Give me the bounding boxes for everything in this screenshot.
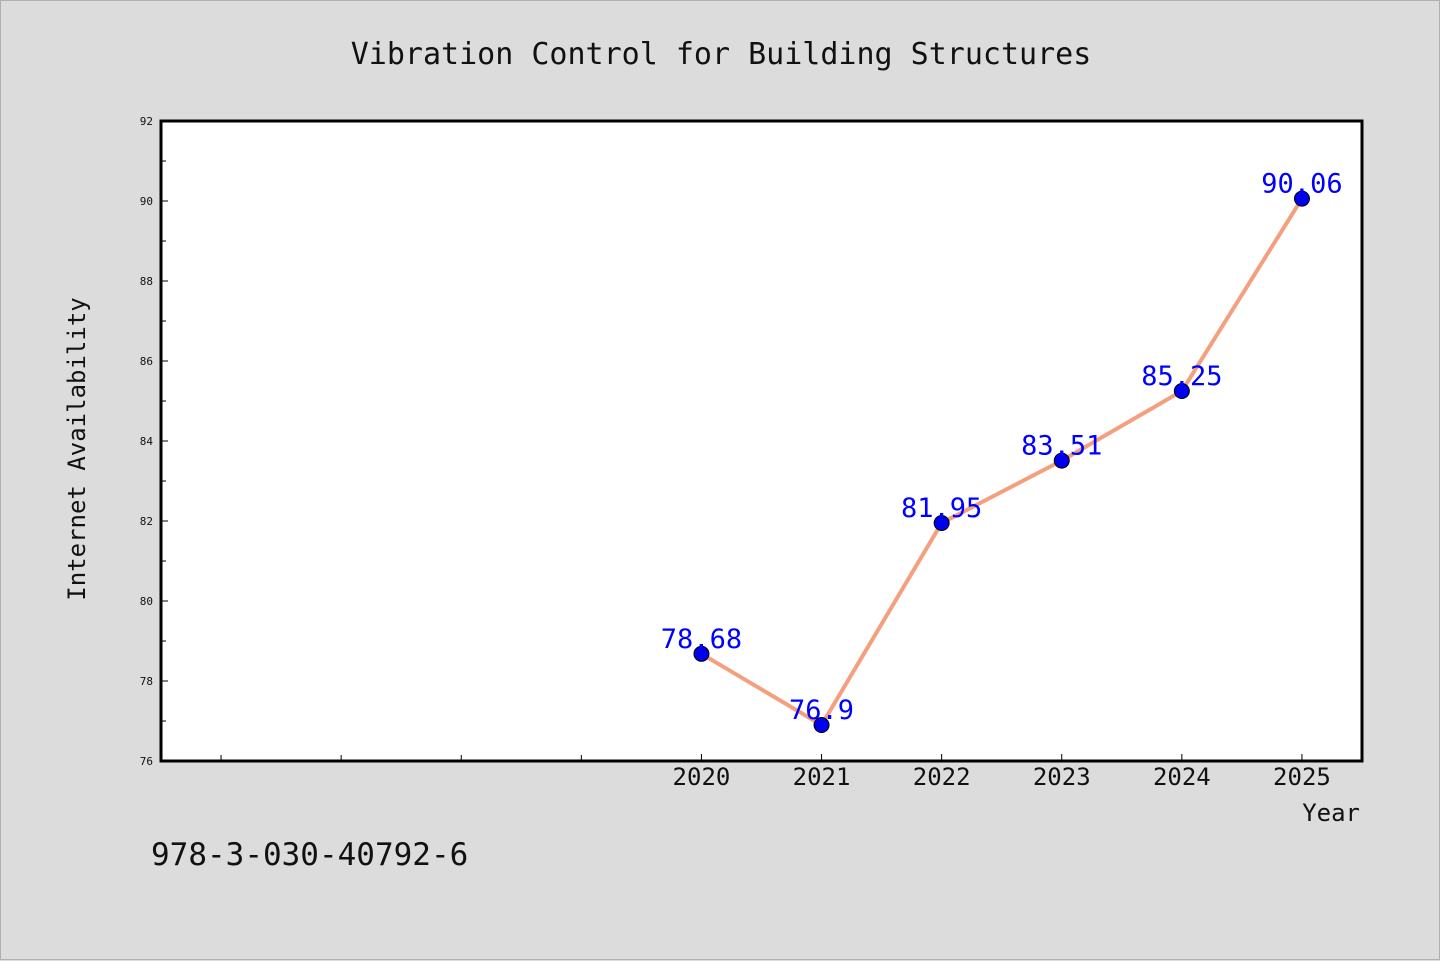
y-tick-label: 80: [140, 595, 153, 608]
isbn-footer: 978-3-030-40792-6: [151, 837, 468, 873]
data-point: [933, 515, 950, 531]
x-axis-label: Year: [1302, 799, 1360, 827]
x-tick-label: 2022: [913, 763, 971, 791]
y-axis: 76 78 80 82 84 86 88 90 92: [140, 115, 168, 768]
data-point: [813, 717, 830, 733]
x-tick-label: 2025: [1273, 763, 1331, 791]
x-tick-label: 2024: [1153, 763, 1211, 791]
data-point: [693, 645, 710, 662]
series-line: [699, 196, 1304, 727]
x-axis: 2020 2021 2022 2023 2024 2025: [220, 754, 1331, 791]
x-tick-label: 2020: [673, 763, 731, 791]
y-tick-label: 92: [140, 115, 153, 128]
series-layer: 78.68 76.9 81.95 83.51 85.25 90.06: [661, 169, 1343, 733]
y-tick-label: 86: [140, 355, 153, 368]
data-label: 90.06: [1261, 169, 1342, 200]
plot-area: [159, 119, 1364, 763]
y-tick-label: 82: [140, 515, 153, 528]
data-label: 81.95: [901, 493, 982, 524]
data-label: 85.25: [1141, 361, 1222, 392]
data-point: [1053, 452, 1070, 469]
y-tick-label: 88: [140, 275, 153, 288]
y-tick-label: 84: [140, 435, 154, 448]
y-tick-label: 78: [140, 675, 153, 688]
x-tick-label: 2021: [793, 763, 851, 791]
y-tick-label: 90: [140, 195, 153, 208]
data-point: [1293, 190, 1310, 207]
data-label: 83.51: [1021, 431, 1102, 462]
data-label: 78.68: [661, 624, 742, 655]
y-axis-label: Internet Availability: [63, 297, 91, 600]
data-label: 76.9: [789, 695, 854, 726]
data-point: [1173, 383, 1190, 399]
x-tick-label: 2023: [1033, 763, 1091, 791]
chart-title: Vibration Control for Building Structure…: [351, 37, 1092, 72]
y-tick-label: 76: [140, 755, 153, 768]
